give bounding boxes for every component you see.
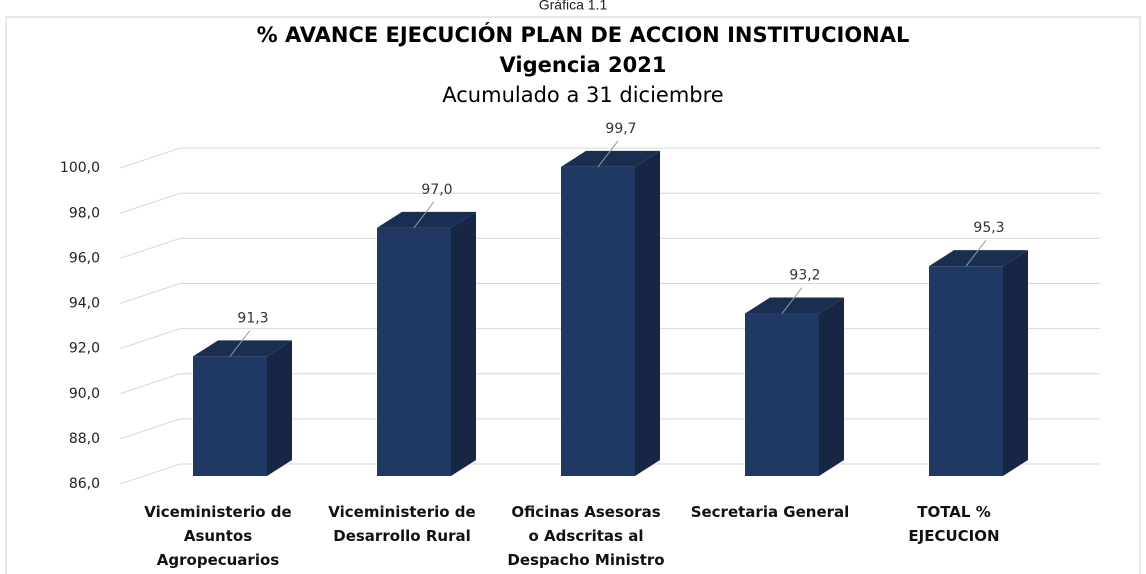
bar-top xyxy=(377,211,476,228)
leader-line xyxy=(229,330,251,357)
value-label: 95,3 xyxy=(973,220,1004,236)
caption: Gráfica 1.1 xyxy=(539,0,608,13)
value-label: 99,7 xyxy=(605,121,636,137)
bar-front xyxy=(377,227,451,476)
leader-line xyxy=(781,287,803,314)
leader-line xyxy=(597,140,619,168)
leader-line xyxy=(413,201,435,229)
bar-side xyxy=(819,297,844,476)
value-label: 93,2 xyxy=(789,268,820,284)
bar-top xyxy=(193,340,292,357)
y-tick-label: 92,0 xyxy=(69,341,100,357)
chart-frame xyxy=(5,16,1141,574)
bar xyxy=(561,150,660,477)
bar-top xyxy=(745,297,844,314)
bar-front xyxy=(561,166,635,477)
bar xyxy=(929,250,1028,476)
y-tick-label: 86,0 xyxy=(69,476,100,492)
y-tick-label: 96,0 xyxy=(69,250,100,266)
bar-side xyxy=(1003,250,1028,476)
bar-top xyxy=(561,150,660,167)
bar xyxy=(193,340,292,476)
bar-front xyxy=(193,356,267,476)
value-label: 97,0 xyxy=(421,182,452,198)
bar-top xyxy=(929,250,1028,267)
x-tick-label: TOTAL % EJECUCION xyxy=(908,503,999,545)
grid-line xyxy=(119,192,1100,214)
leader-line xyxy=(965,239,987,267)
grid-line xyxy=(119,147,1100,169)
x-tick-label: Viceministerio de Desarrollo Rural xyxy=(328,503,475,545)
bar-front xyxy=(745,313,819,476)
x-tick-label: Oficinas Asesoras o Adscritas al Despacho … xyxy=(507,503,664,569)
y-tick-label: 94,0 xyxy=(69,296,100,312)
grid-line xyxy=(119,283,1100,304)
chart-subtitle: Vigencia 2021 xyxy=(500,53,667,77)
chart-title: % AVANCE EJECUCIÓN PLAN DE ACCION INSTIT… xyxy=(257,22,910,47)
y-tick-label: 88,0 xyxy=(69,431,100,447)
grid-line xyxy=(119,237,1100,259)
y-tick-label: 98,0 xyxy=(69,205,100,221)
value-label: 91,3 xyxy=(237,310,268,326)
bar-side xyxy=(635,150,660,477)
bar-front xyxy=(929,266,1003,476)
y-tick-label: 90,0 xyxy=(69,386,100,402)
bar xyxy=(377,211,476,476)
bar-side xyxy=(451,211,476,476)
x-tick-label: Secretaria General xyxy=(691,503,850,521)
y-tick-label: 100,0 xyxy=(60,160,100,176)
x-tick-label: Viceministerio de Asuntos Agropecuarios xyxy=(144,503,291,569)
bar-side xyxy=(267,340,292,476)
chart-subtitle: Acumulado a 31 diciembre xyxy=(442,83,723,107)
bar xyxy=(745,297,844,476)
